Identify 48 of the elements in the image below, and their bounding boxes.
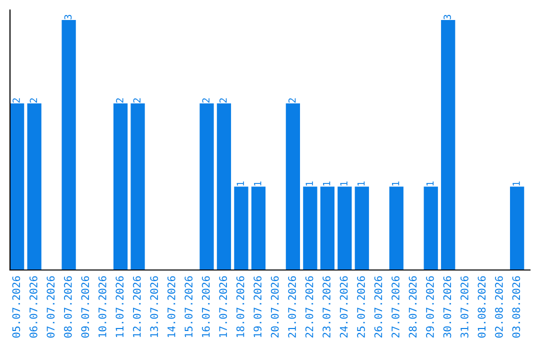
x-tick-label: 08.07.2026: [64, 276, 72, 338]
x-tick-label: 07.07.2026: [46, 276, 55, 338]
data-label: 1: [426, 181, 434, 186]
x-tick-label: 01.08.2026: [478, 276, 486, 338]
x-tick-label: 22.07.2026: [305, 276, 314, 338]
data-label: 1: [254, 181, 262, 186]
data-label: 1: [236, 181, 244, 186]
x-tick-label: 16.07.2026: [202, 276, 210, 338]
x-tick-label: 09.07.2026: [81, 276, 90, 338]
data-label: 2: [12, 98, 20, 103]
x-tick-label: 21.07.2026: [288, 276, 296, 338]
x-tick-label: 05.07.2026: [12, 276, 20, 338]
x-tick-label: 18.07.2026: [236, 276, 244, 338]
data-label: 2: [219, 98, 227, 103]
data-label: 2: [30, 98, 38, 103]
data-label: 2: [133, 98, 140, 103]
data-label: 1: [392, 181, 400, 186]
data-label: 2: [288, 98, 296, 103]
data-label: 2: [202, 98, 210, 103]
x-tick-label: 26.07.2026: [374, 276, 382, 338]
x-tick-label: 10.07.2026: [98, 276, 106, 338]
x-tick-label: 06.07.2026: [29, 276, 38, 338]
x-tick-label: 24.07.2026: [340, 276, 348, 338]
x-tick-label: 12.07.2026: [132, 276, 141, 338]
data-label: 1: [512, 181, 520, 186]
x-tick-label: 29.07.2026: [426, 276, 434, 338]
x-tick-label: 13.07.2026: [150, 276, 158, 338]
data-label: 3: [64, 14, 72, 20]
data-label: 1: [358, 181, 365, 186]
x-tick-label: 27.07.2026: [392, 276, 400, 338]
x-tick-label: 19.07.2026: [254, 276, 262, 338]
x-tick-label: 14.07.2026: [167, 276, 176, 338]
x-tick-label: 30.07.2026: [443, 276, 452, 338]
data-label: 3: [444, 14, 451, 20]
x-tick-label: 23.07.2026: [322, 276, 330, 338]
x-tick-label: 31.07.2026: [460, 276, 468, 338]
x-tick-label: 15.07.2026: [184, 276, 193, 338]
data-label: 1: [323, 181, 330, 186]
x-tick-label: 25.07.2026: [357, 276, 365, 338]
x-tick-label: 02.08.2026: [495, 276, 503, 338]
x-tick-label: 20.07.2026: [270, 276, 279, 338]
data-label: 1: [340, 181, 348, 186]
x-tick-label: 11.07.2026: [116, 276, 124, 338]
data-label: 2: [116, 98, 124, 103]
x-tick-label: 28.07.2026: [408, 276, 417, 338]
data-label: 1: [306, 181, 313, 186]
x-tick-label: 17.07.2026: [219, 276, 228, 338]
x-tick-label: 03.08.2026: [512, 276, 520, 338]
